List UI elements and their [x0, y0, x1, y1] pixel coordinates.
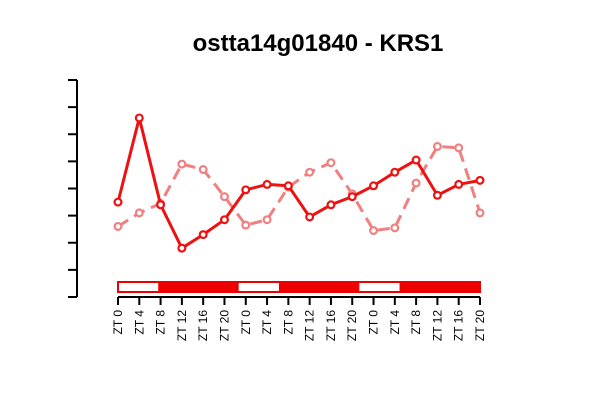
series-1-point-4	[198, 165, 208, 175]
bar-segment-7	[258, 282, 280, 292]
series-1-point-15	[432, 141, 442, 151]
bar-segment-6	[238, 282, 260, 292]
series-0-point-5	[219, 215, 229, 225]
bar-segment-8	[278, 282, 300, 292]
series-1-point-0	[113, 221, 123, 231]
series-0-line	[116, 116, 481, 250]
series-0-point-15	[432, 190, 442, 200]
bar-segment-1	[138, 282, 159, 292]
x-tick-label-13: ZT 4	[388, 310, 402, 335]
bar-segment-0	[118, 282, 139, 292]
series-0-point-9	[305, 212, 315, 222]
x-tick-label-2: ZT 8	[154, 310, 168, 335]
series-0-point-3	[177, 243, 187, 253]
bar-border	[117, 281, 481, 293]
series-0-point-17	[475, 175, 485, 185]
bar-segment-16	[439, 282, 461, 292]
bar-segment-11	[339, 282, 360, 292]
series-0	[113, 113, 485, 253]
bar-segment-13	[379, 282, 401, 292]
series-1-point-1	[134, 208, 144, 218]
x-tick-label-3: ZT 12	[175, 310, 189, 341]
x-tick-label-9: ZT 12	[303, 310, 317, 341]
x-tick-label-17: ZT 20	[473, 310, 487, 341]
bar-segment-5	[218, 282, 240, 292]
bar-segment-15	[419, 282, 441, 292]
series-0-point-4	[198, 230, 208, 240]
x-tick-label-5: ZT 20	[217, 310, 231, 341]
x-tick-label-14: ZT 8	[409, 310, 423, 335]
bar-segment-2	[158, 282, 179, 292]
bar-segment-4	[198, 282, 220, 292]
series-1-point-6	[241, 220, 251, 230]
chart-title: ostta14g01840 - KRS1	[193, 30, 444, 57]
x-tick-label-15: ZT 12	[430, 310, 444, 341]
bar-segment-9	[299, 282, 320, 292]
series-1-point-17	[475, 208, 485, 218]
bar-segment-14	[399, 282, 421, 292]
x-tick-label-4: ZT 16	[196, 310, 210, 341]
series-1-point-14	[411, 178, 421, 188]
series-0-point-11	[347, 192, 357, 202]
series-layer	[113, 113, 485, 253]
series-1-point-3	[177, 159, 187, 169]
y-axis	[68, 79, 78, 298]
series-1-line	[117, 144, 482, 233]
series-1-point-9	[305, 167, 315, 177]
x-tick-label-6: ZT 0	[239, 310, 253, 335]
series-1-point-13	[390, 223, 400, 233]
series-0-point-16	[454, 179, 464, 189]
series-0-point-0	[113, 197, 123, 207]
series-0-point-2	[156, 200, 166, 210]
bar-segment-3	[178, 282, 199, 292]
series-0-point-13	[390, 167, 400, 177]
x-tick-label-8: ZT 8	[281, 310, 295, 335]
x-tick-label-10: ZT 16	[324, 310, 338, 341]
bar-segment-12	[359, 282, 380, 292]
x-tick-label-16: ZT 16	[452, 310, 466, 341]
series-1-point-5	[219, 192, 229, 202]
x-axis: ZT 0 ZT 4 ZT 8 ZT 12 ZT 16 ZT 20 ZT 0 ZT 4 ZT 8 Z…	[111, 296, 487, 341]
series-1-point-16	[454, 143, 464, 153]
series-0-point-8	[283, 181, 293, 191]
series-0-point-7	[262, 179, 272, 189]
x-tick-label-0: ZT 0	[111, 310, 125, 335]
series-1-point-10	[326, 158, 336, 168]
x-tick-label-11: ZT 20	[345, 310, 359, 341]
series-0-point-6	[241, 185, 251, 195]
series-0-point-10	[326, 200, 336, 210]
series-1	[113, 141, 485, 236]
series-0-point-12	[369, 181, 379, 191]
light-dark-bar	[117, 281, 481, 293]
series-1-point-7	[262, 215, 272, 225]
bar-segment-17	[459, 282, 481, 292]
series-0-point-1	[134, 113, 144, 123]
x-tick-label-7: ZT 4	[260, 310, 274, 335]
series-1-point-12	[369, 226, 379, 236]
x-tick-label-12: ZT 0	[367, 310, 381, 335]
x-tick-label-1: ZT 4	[132, 310, 146, 335]
series-0-point-14	[411, 155, 421, 165]
bar-segment-10	[319, 282, 340, 292]
